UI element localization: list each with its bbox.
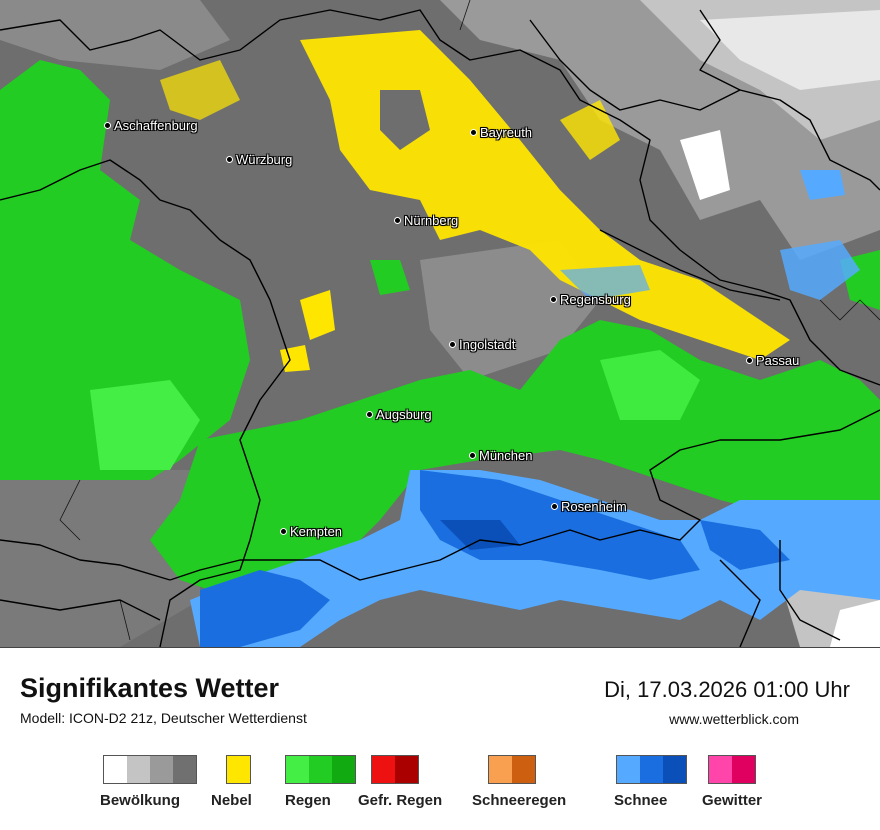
forecast-datetime: Di, 17.03.2026 01:00 Uhr — [604, 677, 850, 702]
city-label: München — [479, 448, 533, 463]
city-label: Bayreuth — [480, 125, 533, 140]
city-label: Passau — [756, 353, 800, 368]
city-augsburg: Augsburg — [366, 407, 432, 422]
weather-map: Aschaffenburg Würzburg Bayreuth Nürnberg… — [0, 0, 880, 648]
city-label: Aschaffenburg — [114, 118, 198, 133]
city-dot — [449, 341, 456, 348]
city-label: Würzburg — [236, 152, 293, 167]
legend-swatch — [732, 756, 755, 783]
city-label: Ingolstadt — [459, 337, 516, 352]
city-dot — [551, 503, 558, 510]
legend-swatch — [395, 756, 418, 783]
legend-swatches-gefr-regen — [371, 755, 419, 784]
legend-swatches-bewoelkung — [103, 755, 197, 784]
legend-swatch — [150, 756, 173, 783]
city-dot — [469, 452, 476, 459]
legend-swatch — [709, 756, 732, 783]
legend-swatch — [332, 756, 355, 783]
legend-swatches-gewitter — [708, 755, 756, 784]
city-regensburg: Regensburg — [550, 292, 631, 307]
legend-swatch — [104, 756, 127, 783]
legend-swatches-nebel — [226, 755, 251, 784]
legend-label-gefr-regen: Gefr. Regen — [358, 792, 443, 809]
city-bayreuth: Bayreuth — [470, 125, 532, 140]
city-kempten: Kempten — [280, 524, 342, 539]
model-source: Modell: ICON-D2 21z, Deutscher Wetterdie… — [20, 710, 307, 726]
legend-label-bewoelkung: Bewölkung — [100, 792, 181, 809]
city-label: Nürnberg — [404, 213, 459, 228]
city-nuernberg: Nürnberg — [394, 213, 458, 228]
city-dot — [394, 217, 401, 224]
page-title: Signifikantes Wetter — [20, 673, 280, 703]
legend-swatch — [173, 756, 196, 783]
legend-swatch — [372, 756, 395, 783]
website-link[interactable]: www.wetterblick.com — [669, 711, 799, 727]
city-wuerzburg: Würzburg — [226, 152, 292, 167]
city-ingolstadt: Ingolstadt — [449, 337, 515, 352]
city-passau: Passau — [746, 353, 799, 368]
city-dot — [104, 122, 111, 129]
legend-swatch — [309, 756, 332, 783]
city-label: Rosenheim — [561, 499, 627, 514]
legend-swatch — [127, 756, 150, 783]
legend-swatch — [617, 756, 640, 783]
legend-label-schneeregen: Schneeregen — [472, 792, 567, 809]
city-muenchen: München — [469, 448, 532, 463]
legend-swatch — [640, 756, 663, 783]
legend-swatches-schnee — [616, 755, 687, 784]
city-label: Augsburg — [376, 407, 432, 422]
city-aschaffenburg: Aschaffenburg — [104, 118, 198, 133]
city-dot — [280, 528, 287, 535]
legend-label-schnee: Schnee — [614, 792, 668, 809]
city-label: Regensburg — [560, 292, 631, 307]
weather-layer — [0, 0, 880, 647]
city-dot — [470, 129, 477, 136]
city-dot — [366, 411, 373, 418]
legend-label-gewitter: Gewitter — [702, 792, 763, 809]
legend-label-nebel: Nebel — [211, 792, 252, 809]
legend-swatch — [489, 756, 512, 783]
legend-swatch — [663, 756, 686, 783]
legend-label-regen: Regen — [285, 792, 331, 809]
legend-swatch — [227, 756, 250, 783]
legend-swatch — [512, 756, 535, 783]
city-label: Kempten — [290, 524, 343, 539]
legend-swatches-schneeregen — [488, 755, 536, 784]
city-dot — [550, 296, 557, 303]
city-dot — [226, 156, 233, 163]
city-dot — [746, 357, 753, 364]
legend-swatch — [286, 756, 309, 783]
city-rosenheim: Rosenheim — [551, 499, 627, 514]
legend-swatches-regen — [285, 755, 356, 784]
